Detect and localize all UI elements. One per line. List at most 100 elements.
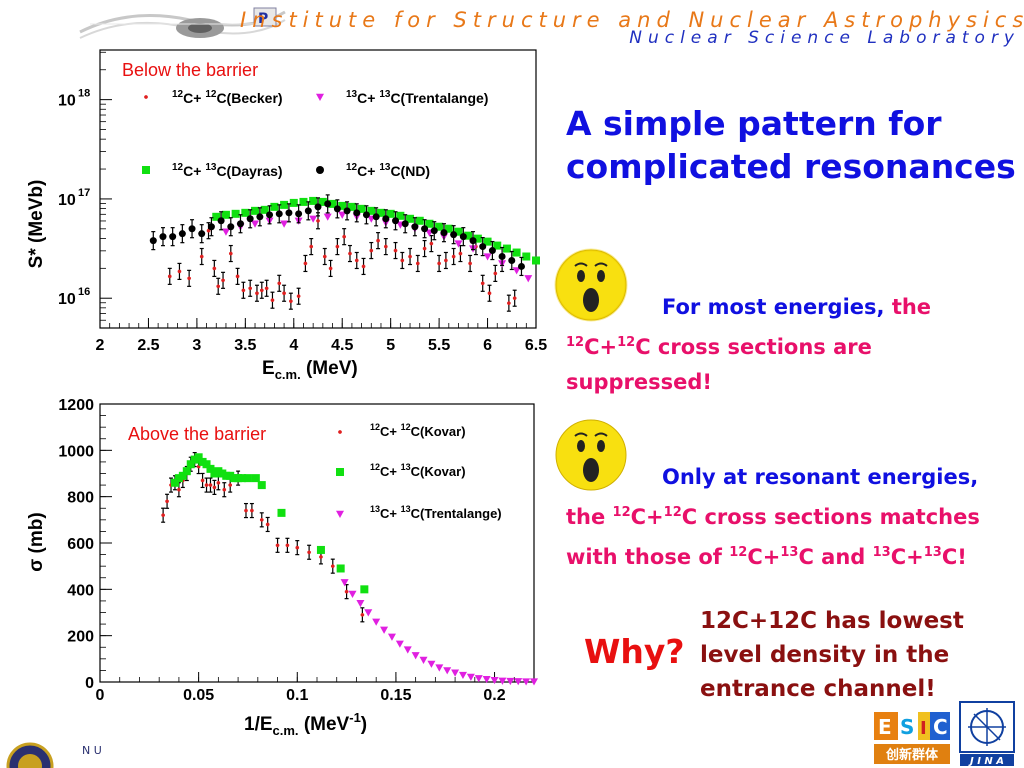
data-point	[348, 590, 357, 598]
data-point	[480, 281, 485, 286]
bullet1-text-a: For most energies	[662, 295, 877, 319]
data-point	[498, 677, 507, 685]
bullet2-text-e: C cross sections matches with those of	[566, 505, 980, 569]
data-point	[238, 474, 247, 483]
data-point	[395, 640, 404, 648]
data-point	[333, 205, 341, 213]
y-tick-exponent: 17	[78, 187, 90, 199]
header-laboratory: Nuclear Science Laboratory	[629, 28, 1020, 48]
data-point	[228, 483, 233, 487]
data-point	[243, 474, 252, 483]
bullet1-sup1: 12	[566, 335, 585, 350]
data-point	[244, 508, 248, 513]
chart-above-barrier: 0 0.05 0.1 0.15 0.2 0 200 400 600 800 1000 1200 1/Ec…	[26, 397, 538, 738]
jina-logo-text: J I N A	[968, 756, 1004, 767]
data-point	[386, 209, 395, 218]
data-point	[451, 254, 456, 259]
data-point	[259, 518, 264, 522]
y-tick-label: 0	[85, 675, 94, 692]
data-point	[336, 468, 344, 476]
bullet2-text-c: the	[566, 505, 613, 529]
data-point	[464, 231, 473, 240]
data-point	[506, 677, 515, 686]
data-point	[169, 233, 177, 241]
data-point	[512, 296, 517, 301]
data-point	[336, 564, 345, 573]
data-point	[206, 228, 211, 233]
svg-text:I: I	[920, 718, 927, 739]
data-point	[307, 550, 311, 555]
data-point	[206, 464, 215, 473]
data-series	[149, 194, 525, 277]
data-point	[530, 678, 538, 686]
data-point	[338, 211, 347, 219]
data-point	[498, 253, 506, 261]
data-point	[282, 291, 286, 296]
data-point	[411, 223, 419, 231]
data-point	[479, 243, 487, 251]
data-point	[142, 166, 150, 174]
data-series	[167, 212, 517, 312]
data-point	[493, 241, 502, 250]
surprised-face-icon	[554, 248, 628, 322]
data-point	[323, 213, 332, 221]
data-point	[451, 669, 460, 677]
data-point	[280, 200, 289, 209]
data-point	[372, 213, 380, 221]
y-tick-label: 200	[67, 629, 94, 646]
data-point	[303, 261, 308, 266]
x-tick-label: 3.5	[234, 337, 256, 354]
chart-annotation: Below the barrier	[122, 60, 258, 80]
bullet1-text-b: ,	[876, 295, 892, 319]
data-point	[473, 234, 482, 243]
data-point	[304, 207, 312, 215]
svg-text:S: S	[900, 715, 914, 739]
data-point	[380, 626, 389, 634]
data-point	[514, 678, 523, 686]
data-point	[259, 288, 264, 293]
data-point	[338, 430, 342, 434]
data-point	[216, 284, 221, 289]
bullet2-text-a: Only at resonant energies	[662, 465, 971, 489]
x-tick-label: 6	[483, 337, 492, 354]
x-tick-label: 0.15	[380, 687, 411, 704]
data-point	[236, 220, 244, 228]
data-point	[309, 215, 318, 223]
plot-frame	[99, 49, 537, 329]
data-point	[309, 244, 314, 249]
data-point	[246, 215, 254, 223]
data-point	[459, 233, 467, 241]
data-point	[204, 483, 209, 487]
data-point	[149, 237, 157, 245]
data-point	[217, 217, 225, 225]
data-point	[376, 208, 385, 217]
data-point	[207, 223, 215, 231]
data-series	[170, 453, 369, 594]
y-tick-exponent: 18	[78, 88, 90, 100]
plot-frame	[99, 403, 535, 683]
data-point	[265, 522, 270, 527]
data-point	[257, 481, 266, 490]
data-point	[322, 254, 327, 259]
data-point	[188, 225, 196, 233]
data-point	[411, 652, 420, 660]
data-point	[376, 238, 380, 243]
x-tick-label: 0.1	[286, 687, 308, 704]
data-point	[348, 251, 352, 256]
data-point	[296, 294, 301, 299]
data-point	[522, 252, 531, 261]
bullet2-text-h: C+	[890, 545, 924, 569]
svg-text:E: E	[878, 715, 892, 739]
data-point	[490, 676, 499, 685]
data-point	[248, 286, 253, 291]
bullet2-text-g: C and	[798, 545, 873, 569]
x-tick-label: 2	[96, 337, 105, 354]
bullet2-text-i: C!	[941, 545, 967, 569]
legend-entry: 12C+ 12C(Becker)	[172, 89, 283, 106]
esic-logo: E S I C 创新群体	[872, 706, 952, 768]
data-point	[187, 276, 191, 281]
data-point	[159, 233, 167, 241]
data-point	[285, 543, 290, 548]
data-point	[328, 266, 333, 271]
data-point	[200, 478, 205, 483]
